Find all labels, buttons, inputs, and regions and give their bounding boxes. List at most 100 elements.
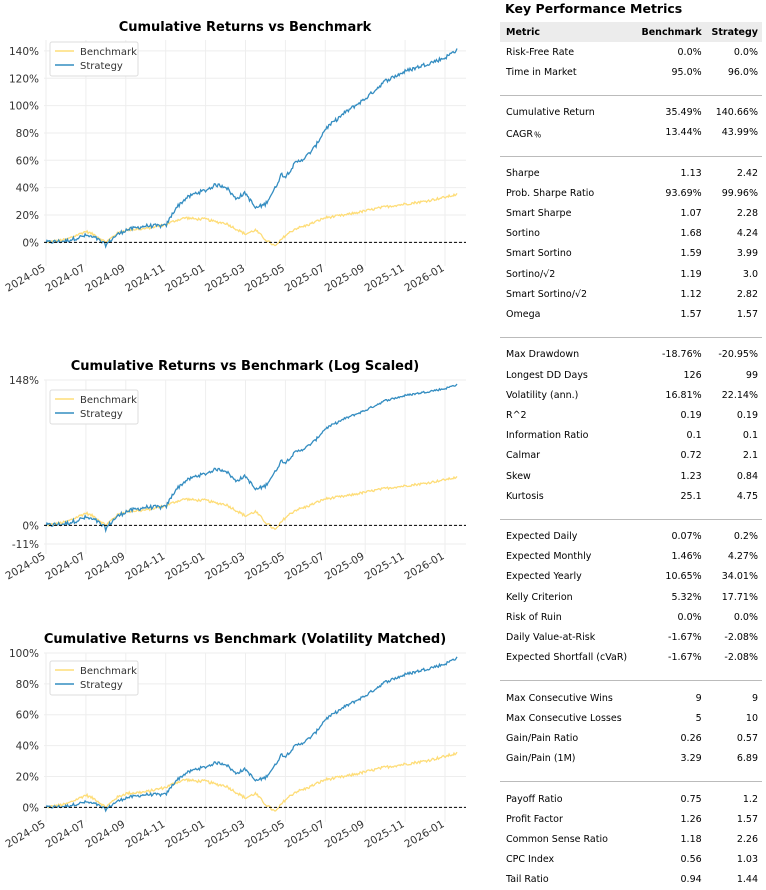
metric-strategy-value: 2.1 — [742, 450, 758, 462]
metric-benchmark-value: 5 — [695, 712, 702, 724]
x-tick-label: 2024-05 — [4, 262, 48, 294]
metric-benchmark-value: 0.0% — [677, 46, 702, 58]
metric-name: Risk of Ruin — [506, 611, 562, 623]
metric-benchmark-value: 5.32% — [671, 591, 702, 603]
metric-strategy-value: 1.57 — [736, 309, 758, 321]
metric-benchmark-value: 1.07 — [680, 208, 702, 220]
metric-row: Smart Sortino 1.59 3.99 — [500, 244, 762, 264]
header-benchmark: Benchmark — [641, 26, 702, 38]
metric-row: Smart Sortino/√2 1.12 2.82 — [500, 284, 762, 304]
x-tick-label: 2025-03 — [203, 262, 247, 294]
metric-name: Payoff Ratio — [506, 793, 563, 805]
metric-row: Cumulative Return 35.49% 140.66% — [500, 103, 762, 123]
metric-benchmark-value: 1.68 — [680, 228, 702, 240]
metrics-table: Metric Benchmark Strategy Risk-Free Rate… — [500, 22, 762, 890]
metric-row: Omega 1.57 1.57 — [500, 304, 762, 324]
metric-name: R^2 — [506, 409, 527, 421]
metric-name: Expected Shortfall (cVaR) — [506, 652, 628, 664]
metric-benchmark-value: 0.72 — [680, 450, 702, 462]
metric-row: Time in Market 95.0% 96.0% — [500, 62, 762, 82]
x-tick-label: 2024-09 — [83, 818, 127, 850]
metric-benchmark-value: 1.57 — [680, 309, 702, 321]
x-tick-label: 2025-01 — [163, 550, 207, 582]
metric-name: CPC Index — [506, 854, 555, 866]
metric-benchmark-value: 1.23 — [680, 470, 702, 482]
y-tick-label: 40% — [16, 183, 39, 195]
y-tick-label: 60% — [16, 710, 39, 722]
metric-name: Max Drawdown — [506, 349, 580, 361]
y-tick-label: 148% — [9, 375, 39, 387]
metric-name: Smart Sortino/√2 — [506, 288, 588, 300]
metric-row: Risk-Free Rate 0.0% 0.0% — [500, 42, 762, 62]
metric-benchmark-value: 0.56 — [680, 854, 702, 866]
metric-benchmark-value: 0.0% — [677, 611, 702, 623]
metric-strategy-value: 22.14% — [721, 389, 758, 401]
metric-name: Daily Value-at-Risk — [506, 632, 596, 644]
metric-row: Gain/Pain (1M) 3.29 6.89 — [500, 749, 762, 769]
metric-benchmark-value: 0.26 — [680, 732, 702, 744]
legend-benchmark-label: Benchmark — [80, 666, 137, 677]
metric-name: Risk-Free Rate — [506, 46, 575, 58]
metric-row: R^2 0.19 0.19 — [500, 405, 762, 425]
benchmark-line — [45, 751, 458, 812]
x-tick-label: 2024-11 — [123, 262, 167, 294]
x-tick-label: 2025-05 — [243, 550, 287, 582]
metric-name: Time in Market — [506, 66, 577, 78]
metric-strategy-value: 0.0% — [733, 611, 758, 623]
metric-name: Information Ratio — [506, 430, 589, 442]
metric-row: Calmar 0.72 2.1 — [500, 446, 762, 466]
metric-strategy-value: 2.26 — [736, 833, 758, 845]
metrics-header-row: Metric Benchmark Strategy — [500, 22, 762, 42]
legend-strategy-label: Strategy — [80, 61, 123, 72]
metric-strategy-value: -2.08% — [724, 632, 758, 644]
metric-row: Profit Factor 1.26 1.57 — [500, 809, 762, 829]
metric-benchmark-value: -18.76% — [662, 349, 702, 361]
metrics-separator — [500, 143, 762, 163]
metric-benchmark-value: 25.1 — [680, 490, 702, 502]
metric-strategy-value: 34.01% — [721, 571, 758, 583]
metric-name: Gain/Pain Ratio — [506, 732, 579, 744]
benchmark-line — [46, 193, 458, 247]
metric-name: Tail Ratio — [506, 874, 549, 886]
metric-name: Kelly Criterion — [506, 591, 573, 603]
metric-strategy-value: 4.24 — [736, 228, 758, 240]
x-tick-label: 2024-05 — [4, 550, 48, 582]
metric-name: Volatility (ann.) — [506, 389, 579, 401]
metric-name: Smart Sortino — [506, 248, 572, 260]
chart-title: Cumulative Returns vs Benchmark (Volatil… — [44, 632, 446, 647]
metric-row: Common Sense Ratio 1.18 2.26 — [500, 829, 762, 849]
chart-title: Cumulative Returns vs Benchmark — [119, 20, 372, 35]
metric-strategy-value: 17.71% — [721, 591, 758, 603]
chart-panel-vol: Cumulative Returns vs Benchmark (Volatil… — [4, 632, 466, 851]
metric-row: CAGR﹪ 13.44% 43.99% — [500, 123, 762, 143]
metric-benchmark-value: 1.12 — [680, 288, 702, 300]
metric-name: Max Consecutive Losses — [506, 712, 622, 724]
metric-name: Expected Monthly — [506, 551, 592, 563]
metric-strategy-value: 1.44 — [736, 874, 758, 886]
x-tick-label: 2025-11 — [363, 818, 407, 850]
metric-row: Information Ratio 0.1 0.1 — [500, 426, 762, 446]
x-tick-label: 2025-11 — [363, 550, 407, 582]
metric-row: Max Consecutive Wins 9 9 — [500, 688, 762, 708]
metric-benchmark-value: 0.1 — [686, 430, 702, 442]
metric-row: Risk of Ruin 0.0% 0.0% — [500, 607, 762, 627]
y-tick-label: 140% — [9, 46, 39, 58]
x-tick-label: 2024-11 — [123, 550, 167, 582]
metric-strategy-value: 96.0% — [727, 66, 758, 78]
metric-name: Expected Daily — [506, 531, 578, 543]
metrics-title: Key Performance Metrics — [505, 1, 683, 16]
strategy-line — [45, 656, 458, 813]
x-tick-label: 2025-09 — [323, 550, 367, 582]
metric-strategy-value: 0.57 — [736, 732, 758, 744]
metric-benchmark-value: 95.0% — [671, 66, 702, 78]
legend-benchmark-label: Benchmark — [80, 47, 137, 58]
benchmark-line — [45, 475, 458, 531]
metric-strategy-value: 4.27% — [727, 551, 758, 563]
metric-benchmark-value: 10.65% — [665, 571, 702, 583]
y-tick-label: 120% — [9, 73, 39, 85]
metric-benchmark-value: 9 — [695, 692, 702, 704]
metric-row: Kelly Criterion 5.32% 17.71% — [500, 587, 762, 607]
metric-name: Max Consecutive Wins — [506, 692, 613, 704]
metric-row: Expected Shortfall (cVaR) -1.67% -2.08% — [500, 648, 762, 668]
x-tick-label: 2026-01 — [403, 262, 447, 294]
